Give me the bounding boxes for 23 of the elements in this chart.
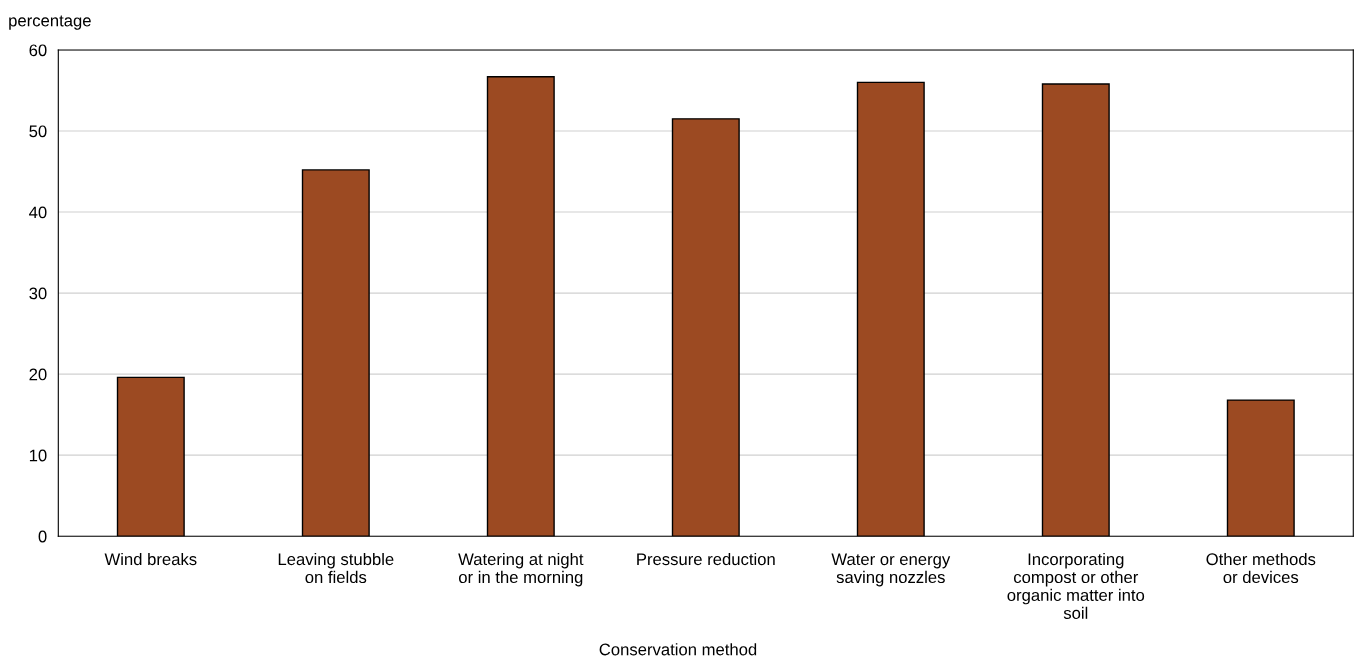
bar bbox=[671, 118, 740, 537]
x-axis-title: Conservation method bbox=[599, 643, 757, 656]
x-tick-label: Watering at night or in the morning bbox=[458, 552, 584, 587]
y-tick-label: 40 bbox=[29, 206, 47, 219]
y-tick-label: 20 bbox=[29, 368, 47, 381]
x-tick-label: Leaving stubble on fields bbox=[278, 552, 394, 584]
y-tick-label: 50 bbox=[29, 125, 47, 138]
bar bbox=[1041, 83, 1110, 537]
bar bbox=[1226, 399, 1295, 537]
bar bbox=[856, 81, 925, 537]
x-tick-label: Incorporating compost or other organic matter into soil bbox=[1007, 552, 1145, 619]
y-tick-label: 10 bbox=[29, 449, 47, 462]
x-tick-label: Water or energy saving nozzles bbox=[831, 553, 951, 587]
y-axis-title: percentage bbox=[9, 15, 91, 30]
y-tick-label: 0 bbox=[38, 530, 47, 543]
bar bbox=[486, 76, 555, 537]
bar bbox=[116, 376, 185, 537]
y-tick-label: 60 bbox=[29, 44, 47, 57]
x-tick-label: Pressure reduction bbox=[637, 552, 775, 566]
y-tick-label: 30 bbox=[29, 287, 47, 300]
x-tick-label: Other methods or devices bbox=[1206, 552, 1316, 584]
bar bbox=[301, 169, 370, 537]
x-tick-label: Wind breaks bbox=[104, 552, 197, 566]
